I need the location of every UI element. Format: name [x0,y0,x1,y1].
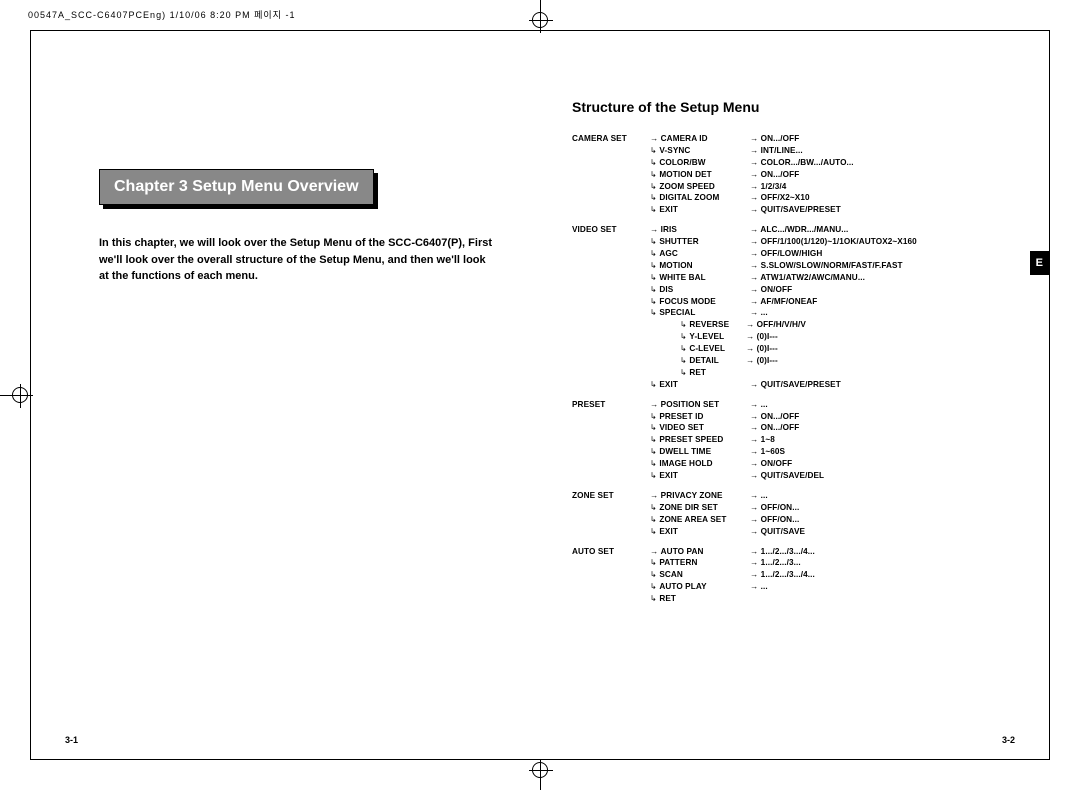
menu-tree: CAMERA SETCAMERA ID→ ON.../OFFV-SYNC→ IN… [572,133,1009,613]
left-page: Chapter 3 Setup Menu Overview In this ch… [31,31,540,759]
page-number-left: 3-1 [65,735,78,745]
chapter-title: Chapter 3 Setup Menu Overview [99,169,374,205]
crop-mark-left [0,387,28,403]
crop-mark-bottom [532,762,548,790]
page-number-right: 3-2 [1002,735,1015,745]
chapter-intro: In this chapter, we will look over the S… [99,235,498,285]
language-tab: E [1030,251,1049,275]
crop-mark-top [532,0,548,28]
right-page: E Structure of the Setup Menu CAMERA SET… [540,31,1049,759]
page-spread: Chapter 3 Setup Menu Overview In this ch… [30,30,1050,760]
chapter-title-box: Chapter 3 Setup Menu Overview [99,169,374,205]
structure-title: Structure of the Setup Menu [572,99,1009,115]
print-meta: 00547A_SCC-C6407PCEng) 1/10/06 8:20 PM 페… [28,8,295,21]
